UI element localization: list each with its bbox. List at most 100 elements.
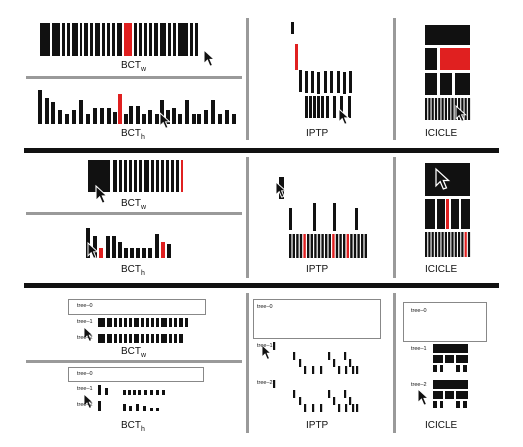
icicle3-block: [433, 344, 468, 353]
bctw1-bar: [154, 23, 158, 56]
tree-label-iptp-0: tree–0: [257, 304, 273, 310]
iptp2-leaf: [357, 234, 359, 258]
bctw1-bar: [168, 23, 171, 56]
icicle3-block: [463, 365, 467, 372]
tree-label-bctw-1: tree–1: [77, 319, 93, 325]
bcth3-tree1-bar: [144, 390, 147, 395]
bctw3-tree1-bar: [129, 318, 132, 327]
bctw1-bar: [160, 23, 166, 56]
bcth3-tree1-bar: [156, 390, 159, 395]
bctw1-bar: [102, 23, 105, 56]
label-bct-text: BCT: [121, 346, 141, 357]
iptp3-bar: [345, 366, 347, 374]
cursor-arrow-icon: [456, 106, 466, 121]
icicle2-block: [461, 199, 470, 229]
bcth1-bar: [45, 98, 49, 124]
bctw3-tree2-bar: [114, 334, 117, 343]
icicle2-leaf: [465, 232, 467, 257]
bctw2-bar: [88, 160, 110, 192]
icicle3-block: [433, 391, 443, 399]
iptp2-bar: [355, 208, 358, 230]
iptp3-bar: [352, 404, 354, 412]
icicle2-leaf: [438, 232, 440, 257]
bctw3-tree1-bar: [119, 318, 122, 327]
bcth3-tree1-bar: [98, 385, 101, 395]
bctw1-bar: [144, 23, 147, 56]
bctw2-bar: [144, 160, 149, 192]
iptp1-bar: [311, 71, 314, 93]
bcth1-bar: [79, 100, 83, 124]
label-sub-h: h: [141, 426, 145, 433]
bctw3-tree1-bar: [146, 318, 149, 327]
bctw3-tree2-bar: [169, 334, 172, 343]
bctw1-bar: [149, 23, 152, 56]
bctw1-bar: [72, 23, 78, 56]
iptp3-bar: [299, 359, 301, 367]
bctw1-bar: [134, 23, 137, 56]
iptp2-bar: [289, 208, 292, 230]
icicle1-leaf: [442, 98, 444, 120]
bcth2-bar: [142, 248, 146, 258]
bctw3-tree2-bar: [124, 334, 127, 343]
bcth1-bar: [124, 114, 128, 124]
iptp2-leaf: [343, 234, 345, 258]
bctw3-tree2-bar: [134, 334, 139, 343]
icicle2-leaf: [435, 232, 437, 257]
icicle2-leaf: [458, 232, 460, 257]
iptp3-bar: [338, 366, 340, 374]
iptp1-bar: [317, 72, 320, 94]
icicle2-leaf: [461, 232, 463, 257]
iptp2-leaf: [365, 234, 367, 258]
bcth1-bar: [72, 110, 76, 124]
icicle3-block: [433, 355, 443, 363]
iptp3-bar: [312, 366, 314, 374]
bctw3-tree1-bar: [156, 318, 159, 327]
bctw1-bar: [40, 23, 50, 56]
bcth2-bar: [148, 248, 152, 258]
bctw3-tree2-bar: [174, 334, 177, 343]
label-icicle-3: ICICLE: [425, 420, 457, 431]
icicle2-leaf: [468, 232, 470, 257]
tree-label-bcth-2: tree–2: [77, 402, 93, 408]
label-sub-h: h: [141, 270, 145, 277]
bcth1-bar: [129, 106, 133, 124]
bcth1-bar: [51, 102, 55, 124]
bcth3-tree1-bar: [138, 390, 141, 395]
tree-label-icicle-0: tree–0: [411, 308, 427, 314]
label-iptp-2: IPTP: [306, 264, 328, 275]
iptp3-bar: [356, 404, 358, 412]
bctw3-tree1-bar: [134, 318, 139, 327]
icicle3-block: [456, 355, 468, 363]
bctw1-bar: [62, 23, 65, 56]
bctw1-bar: [107, 23, 110, 56]
bctw3-tree1-bar: [179, 318, 183, 327]
label-icicle-2: ICICLE: [425, 264, 457, 275]
iptp2-leaf: [332, 234, 334, 258]
icicle2-block: [437, 199, 445, 229]
iptp2-bar: [333, 203, 336, 231]
bcth3-tree1-bar: [105, 388, 108, 395]
icicle2-leaf: [455, 232, 457, 257]
iptp1-bar: [330, 71, 333, 93]
label-iptp-3: IPTP: [306, 420, 328, 431]
iptp2-leaf: [339, 234, 341, 258]
label-bct-text: BCT: [121, 198, 141, 209]
bctw3-tree2-bar: [107, 334, 112, 343]
bctw2-bar: [124, 160, 127, 192]
iptp3-bar: [273, 380, 275, 388]
bcth1-bar: [172, 108, 176, 124]
label-bctw-3: BCTw: [121, 346, 146, 359]
icicle3-block: [433, 401, 437, 408]
label-sub-w: w: [141, 352, 146, 359]
bcth1-bar: [142, 114, 146, 124]
bcth2-bar: [155, 234, 159, 258]
bcth1-bar: [225, 110, 229, 124]
iptp2-leaf: [289, 234, 291, 258]
icicle1-leaf: [432, 98, 434, 120]
bctw2-bar: [156, 160, 159, 192]
label-sub-h: h: [141, 134, 145, 141]
iptp2-leaf: [347, 234, 349, 258]
bcth1-bar: [204, 110, 208, 124]
bctw3-tree2-bar: [146, 334, 149, 343]
bctw2-bar: [134, 160, 137, 192]
